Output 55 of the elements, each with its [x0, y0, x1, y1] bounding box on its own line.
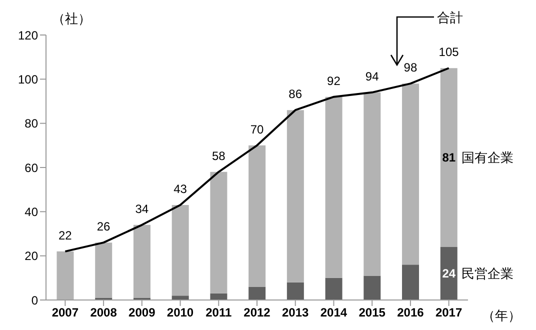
data-label: 86: [288, 87, 302, 102]
bar: [248, 145, 266, 287]
text: 合計: [437, 9, 463, 27]
y-axis-title: （社）: [52, 10, 91, 28]
data-label: 43: [174, 182, 188, 196]
bar: [402, 84, 420, 265]
data-label: 70: [250, 122, 264, 136]
bar: [172, 296, 189, 300]
bar: [440, 68, 458, 247]
x-tick-label: 2008: [90, 306, 118, 320]
bar: [133, 224, 150, 298]
bar: [248, 286, 266, 300]
data-label: 34: [135, 202, 149, 216]
series-label: 民営企業: [461, 266, 514, 281]
x-tick-label: 2009: [128, 306, 156, 320]
x-tick-label: 2017: [435, 306, 462, 320]
x-tick-label: 2011: [206, 306, 232, 320]
data-label: 81: [442, 150, 456, 165]
data-label: 98: [404, 60, 418, 75]
y-tick-label: 20: [24, 249, 38, 264]
x-tick-label: 2016: [397, 306, 424, 320]
bar: [440, 247, 458, 300]
bar: [172, 205, 189, 296]
bar: [56, 251, 74, 300]
bar: [364, 276, 381, 300]
x-tick-label: 2007: [52, 306, 79, 320]
y-tick-label: 80: [24, 116, 38, 131]
data-label: 94: [365, 69, 380, 84]
y-tick-label: 60: [24, 160, 38, 175]
bar: [286, 110, 304, 282]
x-tick-label: 2012: [244, 306, 271, 320]
y-tick-label: 100: [18, 72, 38, 86]
data-label: 26: [96, 220, 111, 234]
bar: [210, 172, 228, 294]
series-label: 国有企業: [461, 150, 514, 166]
y-tick-label: 0: [31, 293, 38, 308]
x-tick-label: 2014: [320, 306, 348, 320]
y-tick-label: 40: [24, 204, 38, 219]
bar: [210, 293, 228, 300]
data-label: 105: [438, 45, 460, 60]
x-tick-label: 2013: [282, 306, 310, 320]
data-label: 58: [212, 148, 226, 163]
data-label: 24: [442, 266, 456, 280]
x-axis-title: （年）: [482, 307, 521, 325]
x-tick-label: 2010: [166, 306, 194, 320]
bar: [402, 264, 420, 300]
bar: [325, 278, 342, 300]
data-label: 22: [58, 228, 72, 242]
y-tick-label: 120: [18, 28, 38, 42]
x-tick-label: 2015: [358, 306, 386, 320]
bar: [286, 282, 304, 300]
bar: [95, 242, 112, 298]
bar: [364, 92, 381, 276]
data-label: 92: [327, 74, 341, 88]
bar: [325, 96, 342, 278]
